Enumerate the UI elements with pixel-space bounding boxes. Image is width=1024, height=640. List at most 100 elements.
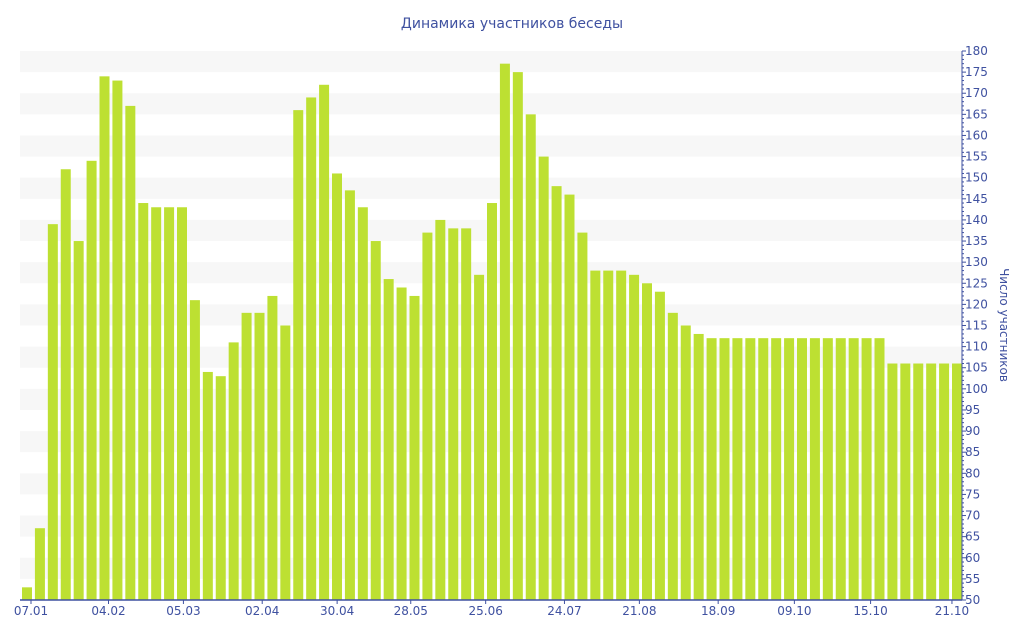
bar: [164, 207, 175, 600]
bar: [73, 241, 84, 601]
bar: [848, 338, 859, 600]
y-tick-label: 115: [965, 319, 988, 333]
grid-band: [20, 177, 962, 199]
bar: [332, 173, 342, 600]
bar: [680, 325, 691, 600]
bar: [667, 312, 678, 600]
x-tick-label: 28.05: [394, 604, 428, 618]
bar: [654, 291, 665, 600]
x-tick-label: 15.10: [853, 604, 887, 618]
y-axis: 50 55 60 65 70 75 80 85 90 95 100 105 110 115 120 125 13…: [961, 44, 988, 607]
bar: [926, 363, 937, 600]
bar: [512, 72, 523, 601]
y-tick-label: 85: [965, 445, 980, 459]
y-tick-label: 90: [965, 424, 980, 438]
bar: [396, 287, 407, 600]
y-tick-label: 105: [965, 361, 988, 375]
bar: [564, 194, 575, 601]
y-tick-label: 180: [965, 44, 988, 58]
bar: [719, 338, 730, 600]
bar: [86, 160, 97, 601]
bar: [228, 342, 239, 600]
bar: [409, 295, 420, 600]
bar: [913, 363, 924, 600]
bar: [34, 528, 45, 600]
bar: [151, 207, 162, 600]
y-tick-label: 170: [965, 86, 988, 100]
x-tick-label: 25.06: [468, 604, 502, 618]
y-tick-label: 160: [965, 128, 988, 142]
y-tick-label: 70: [965, 509, 980, 523]
bar: [202, 371, 213, 600]
y-tick-label: 65: [965, 530, 980, 544]
y-tick-label: 175: [965, 65, 988, 79]
bar: [861, 338, 872, 600]
y-tick-label: 130: [965, 255, 988, 269]
y-tick-label: 125: [965, 276, 988, 290]
x-tick-label: 21.10: [935, 604, 969, 618]
bar: [357, 207, 368, 600]
bar: [487, 203, 497, 600]
y-tick-label: 165: [965, 107, 988, 121]
bar: [939, 363, 950, 600]
bar: [745, 338, 756, 600]
bar: [474, 274, 485, 600]
bar: [435, 219, 446, 600]
bar: [383, 279, 394, 600]
bar: [952, 363, 962, 600]
bar: [887, 363, 898, 600]
y-tick-label: 75: [965, 487, 980, 501]
bar: [254, 312, 265, 600]
x-tick-label: 21.08: [622, 604, 656, 618]
bar: [616, 270, 627, 600]
grid-band: [20, 51, 962, 73]
y-tick-label: 140: [965, 213, 988, 227]
bar: [900, 363, 911, 600]
grid-band: [20, 93, 962, 115]
bar: [189, 300, 200, 600]
bar: [293, 110, 304, 600]
y-tick-label: 95: [965, 403, 980, 417]
bar: [809, 338, 820, 600]
bar: [99, 76, 110, 601]
bar: [603, 270, 614, 600]
bar: [642, 283, 652, 600]
bar: [47, 224, 58, 600]
x-tick-label: 04.02: [91, 604, 125, 618]
bar: [551, 186, 562, 600]
bar: [241, 312, 252, 600]
bar: [577, 232, 588, 601]
bar: [797, 338, 807, 600]
bar: [835, 338, 846, 600]
bar: [448, 228, 459, 600]
x-tick-label: 05.03: [166, 604, 200, 618]
x-tick-label: 09.10: [777, 604, 811, 618]
bar: [177, 207, 187, 600]
y-tick-label: 60: [965, 551, 980, 565]
chart-title: Динамика участников беседы: [401, 16, 623, 32]
y-tick-label: 50: [965, 593, 980, 607]
x-axis: 07.01 04.02 05.03 02.04 30.04 28.05 25.06 24.07…: [14, 599, 969, 618]
bar: [499, 63, 510, 600]
grid-band: [20, 135, 962, 157]
x-tick-label: 24.07: [547, 604, 581, 618]
bar: [461, 228, 472, 600]
bar: [112, 80, 123, 601]
bar: [138, 203, 149, 600]
bar: [822, 338, 833, 600]
bar: [267, 295, 278, 600]
bar: [422, 232, 433, 601]
bar: [771, 338, 782, 600]
x-tick-label: 30.04: [320, 604, 354, 618]
bar: [706, 338, 717, 600]
x-tick-label: 07.01: [14, 604, 48, 618]
bar: [629, 274, 640, 600]
bar: [22, 587, 32, 600]
bar: [280, 325, 291, 600]
bar: [590, 270, 601, 600]
bars: [22, 63, 962, 601]
bar: [758, 338, 769, 600]
bar: [874, 338, 885, 600]
bar: [60, 169, 71, 600]
